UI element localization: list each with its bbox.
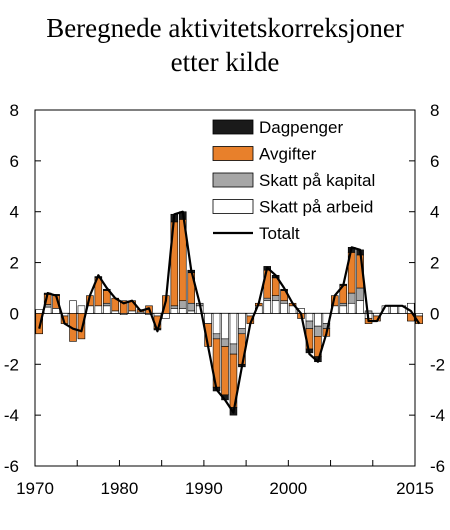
- bar-segment-skatt-p-arbeid: [339, 305, 347, 314]
- bar-segment-skatt-p-kapital: [347, 292, 356, 304]
- bar-segment-skatt-p-kapital: [103, 302, 111, 307]
- chart-title-line-1: Beregnede aktivitetskorreksjoner: [46, 13, 404, 43]
- legend-swatch: [212, 172, 254, 188]
- bar-segment-skatt-p-kapital: [339, 302, 347, 307]
- bar-segment-skatt-p-kapital: [356, 287, 364, 302]
- y-tick-label-left: 0: [10, 304, 19, 323]
- x-tick-label: 2000: [269, 479, 307, 498]
- legend-label: Dagpenger: [259, 118, 343, 137]
- bar-segment-skatt-p-arbeid: [94, 305, 103, 314]
- x-tick-label: 1980: [101, 479, 139, 498]
- bar-segment-skatt-p-kapital: [187, 302, 195, 312]
- x-tick-label: 2015: [396, 479, 434, 498]
- bar-segment-skatt-p-arbeid: [170, 308, 179, 314]
- bar-segment-skatt-p-arbeid: [356, 300, 364, 314]
- bar-segment-skatt-p-arbeid: [204, 313, 212, 324]
- bar-segment-avgifter: [35, 313, 43, 335]
- total-line: [38, 210, 421, 414]
- legend-swatch: [212, 199, 254, 214]
- bar-segment-skatt-p-arbeid: [69, 300, 77, 314]
- bar-segment-skatt-p-arbeid: [153, 313, 162, 317]
- bar-segment-skatt-p-kapital: [238, 328, 246, 335]
- bar-segment-skatt-p-arbeid: [128, 310, 136, 314]
- bar-segment-skatt-p-arbeid: [271, 300, 280, 314]
- y-tick-label-right: -6: [430, 457, 445, 476]
- bar-segment-skatt-p-arbeid: [212, 313, 221, 335]
- legend-label: Skatt på arbeid: [259, 198, 373, 217]
- bar-segment-avgifter: [77, 313, 86, 340]
- bar-segment-avgifter: [119, 300, 128, 314]
- bar-segment-avgifter: [221, 346, 229, 396]
- y-tick-label-right: 2: [430, 254, 439, 273]
- y-tick-label-right: 6: [430, 152, 439, 171]
- bar-segment-skatt-p-kapital: [221, 338, 229, 347]
- bar-segment-skatt-p-arbeid: [280, 302, 288, 314]
- bar-segment-skatt-p-arbeid: [111, 310, 119, 314]
- y-tick-label-left: -2: [4, 355, 19, 374]
- plot-frame: [34, 109, 416, 467]
- bar-segment-skatt-p-arbeid: [35, 309, 43, 314]
- bar-segment-skatt-p-kapital: [212, 333, 221, 340]
- legend-label: Skatt på kapital: [259, 171, 375, 190]
- bar-segment-skatt-p-arbeid: [179, 308, 187, 314]
- bar-segment-skatt-p-arbeid: [314, 313, 322, 327]
- bar-segment-skatt-p-kapital: [305, 320, 314, 329]
- bar-segment-skatt-p-kapital: [263, 297, 271, 302]
- legend-label: Avgifter: [259, 145, 317, 164]
- bar-segment-skatt-p-arbeid: [221, 313, 229, 340]
- y-tick-label-right: 0: [430, 304, 439, 323]
- bar-segment-skatt-p-arbeid: [229, 313, 238, 345]
- bar-segment-skatt-p-kapital: [170, 305, 179, 309]
- legend-swatch: [212, 119, 254, 135]
- bar-segment-skatt-p-arbeid: [263, 300, 271, 314]
- y-tick-label-right: 4: [430, 203, 439, 222]
- bar-segment-skatt-p-arbeid: [162, 313, 170, 319]
- bar-segment-skatt-p-arbeid: [52, 308, 60, 314]
- y-tick-label-left: 8: [10, 101, 19, 120]
- bar-segment-skatt-p-kapital: [271, 295, 280, 302]
- y-tick-label-right: -4: [430, 406, 445, 425]
- y-tick-label-right: -2: [430, 355, 445, 374]
- y-tick-label-right: 8: [430, 101, 439, 120]
- bar-segment-skatt-p-kapital: [179, 300, 187, 309]
- bar-segment-skatt-p-arbeid: [103, 305, 111, 314]
- legend-label: Totalt: [259, 224, 300, 243]
- bar-segment-skatt-p-kapital: [229, 343, 238, 355]
- y-tick-label-left: -6: [4, 457, 19, 476]
- bar-segment-skatt-p-arbeid: [347, 302, 356, 314]
- legend-swatch: [212, 146, 254, 161]
- y-tick-label-left: 4: [10, 203, 19, 222]
- bar-segment-skatt-p-arbeid: [187, 310, 195, 314]
- bar-segment-skatt-p-arbeid: [238, 313, 246, 329]
- bar-segment-skatt-p-kapital: [280, 300, 288, 304]
- bar-segment-skatt-p-arbeid: [390, 305, 398, 314]
- chart-title-line-2: etter kilde: [170, 47, 280, 77]
- x-tick-label: 1990: [185, 479, 223, 498]
- y-tick-label-left: -4: [4, 406, 19, 425]
- bar-segment-skatt-p-arbeid: [415, 313, 423, 317]
- y-tick-label-left: 2: [10, 254, 19, 273]
- x-tick-label: 1970: [16, 479, 54, 498]
- bar-segment-skatt-p-kapital: [314, 325, 322, 337]
- bar-segment-skatt-p-arbeid: [77, 305, 86, 314]
- bar-segment-skatt-p-arbeid: [305, 313, 314, 322]
- y-tick-label-left: 6: [10, 152, 19, 171]
